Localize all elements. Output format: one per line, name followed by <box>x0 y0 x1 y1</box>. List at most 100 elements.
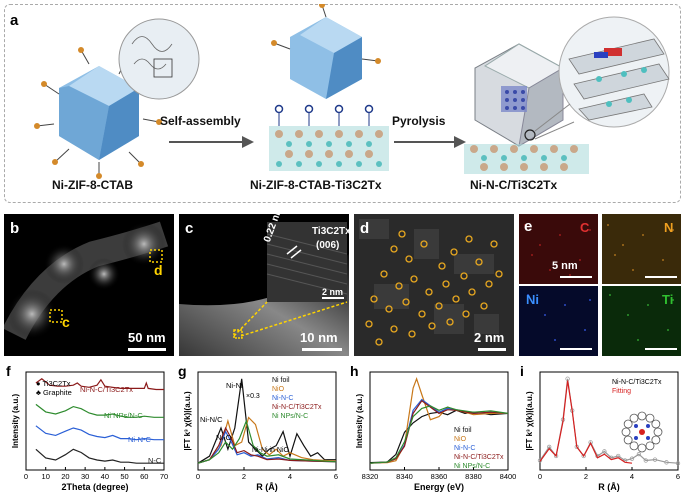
series-line <box>35 378 164 391</box>
ni-n-c-polyhedron <box>474 43 565 147</box>
series-line <box>369 405 509 464</box>
panel-e-map-ni <box>519 286 598 356</box>
label-ni-zif8-ctab-ti3c2tx: Ni-ZIF-8-CTAB-Ti3C2Tx <box>250 178 382 192</box>
x-tick-label: 8360 <box>431 472 448 481</box>
x-tick-label: 6 <box>334 472 338 481</box>
x-axis-label: R (Å) <box>256 482 278 492</box>
x-tick-label: 2 <box>242 472 246 481</box>
arrow-label-pyrolysis: Pyrolysis <box>392 114 446 128</box>
panel-f-label: f <box>6 363 11 379</box>
chart-f: f 0 10 20 30 40 50 60 70 2Theta (degree) Intensity… <box>6 363 168 492</box>
chart-h: h 8320 8340 8360 8380 8400 Energy (eV) Intensit… <box>350 363 516 492</box>
series-line <box>197 426 337 464</box>
series-label: Ni-N-C/Ti3C2Tx <box>80 385 133 394</box>
y-axis-label: |FT k³ χ(k)|(a.u.) <box>525 391 534 451</box>
legend-item: Ni-N-C <box>454 445 475 452</box>
series-line <box>35 448 164 464</box>
x-tick-label: 60 <box>140 472 148 481</box>
panel-a-frame <box>4 4 681 203</box>
panel-e-el-ni: Ni <box>526 292 539 307</box>
legend-item: ♣ Graphite <box>36 388 72 397</box>
legend-item: Ni foil <box>454 427 472 434</box>
x-tick-label: 4 <box>630 472 634 481</box>
panel-c-scale-text: 10 nm <box>300 330 338 345</box>
series-label: Ni-N-C <box>128 435 151 444</box>
panel-h-label: h <box>350 363 359 379</box>
series-line <box>197 378 336 464</box>
panel-e-scalebar-2 <box>645 276 677 278</box>
panel-e-scale-text: 5 nm <box>552 260 578 272</box>
panel-d-label: d <box>360 220 370 237</box>
legend-item: Ni-N-C <box>272 395 293 402</box>
panel-e-scalebar-3 <box>560 348 592 350</box>
panel-e-scalebar-1 <box>560 276 592 278</box>
x-tick-label: 20 <box>61 472 69 481</box>
panel-i-label: i <box>520 363 524 379</box>
y-axis-label: Intensity (a.u.) <box>355 394 364 449</box>
annotation: ×0.3 <box>246 393 260 400</box>
panel-a-schematic <box>34 4 670 179</box>
data-point <box>643 458 648 463</box>
x-tick-label: 0 <box>196 472 200 481</box>
panel-c-inset-scale-text: 2 nm <box>322 287 344 297</box>
panel-b-label: b <box>10 220 20 237</box>
x-tick-label: 8400 <box>500 472 516 481</box>
plot-frame <box>197 371 337 471</box>
x-tick-label: 0 <box>538 472 542 481</box>
x-tick-label: 10 <box>42 472 50 481</box>
legend-item: Ni foil <box>272 377 290 384</box>
panel-c-inset-scalebar <box>322 297 344 299</box>
legend-item: Ni-N-C/Ti3C2Tx <box>612 379 662 386</box>
series-line <box>539 378 679 464</box>
panel-c-inset-plane: (006) <box>316 240 340 251</box>
data-point <box>602 449 607 454</box>
x-tick-label: 40 <box>101 472 109 481</box>
annotation: Ni-Ni <box>226 381 243 390</box>
x-tick-label: 4 <box>288 472 292 481</box>
panel-c-inset-title: Ti3C2Tx <box>312 226 351 237</box>
legend-item: NiO <box>454 436 467 443</box>
panel-d-image <box>354 214 514 356</box>
panel-e-label: e <box>524 218 533 235</box>
legend-item: ● Ti3C2Tx <box>36 379 71 388</box>
panel-b-scale-text: 50 nm <box>128 330 166 345</box>
zif8-crystal-1 <box>34 47 162 179</box>
data-point <box>537 458 543 463</box>
panel-e-el-c: C <box>580 220 590 235</box>
series-line <box>35 403 164 418</box>
mxene-layer-3 <box>464 144 589 174</box>
series-line <box>369 399 509 464</box>
panel-e-map-n <box>602 214 681 284</box>
data-point <box>675 461 681 466</box>
legend-item: Ni-N-C/Ti3C2Tx <box>272 404 322 411</box>
data-point <box>664 460 669 465</box>
label-ni-n-c-ti3c2tx: Ni-N-C/Ti3C2Tx <box>470 178 558 192</box>
annotation: Ni-Ni in NiO <box>252 447 290 454</box>
legend-item: Ni NPs/N-C <box>454 463 490 470</box>
ni-n4-structure <box>621 411 663 453</box>
panel-e-speckle <box>524 224 674 341</box>
x-tick-label: 8320 <box>362 472 379 481</box>
data-point <box>636 452 642 457</box>
panel-b-marker-c: c <box>62 314 70 330</box>
x-tick-label: 50 <box>120 472 128 481</box>
data-point <box>652 457 658 462</box>
series-line <box>539 380 633 464</box>
x-tick-label: 70 <box>160 472 168 481</box>
panel-a-label: a <box>10 12 19 29</box>
panel-e-map-c <box>519 214 598 284</box>
x-tick-label: 6 <box>676 472 680 481</box>
panel-d-scalebar <box>478 348 506 351</box>
x-tick-label: 30 <box>81 472 89 481</box>
x-tick-label: 2 <box>584 472 588 481</box>
y-axis-label: Intensity (a.u.) <box>11 394 20 449</box>
x-axis-label: 2Theta (degree) <box>61 482 128 492</box>
series-label: Ni NPs/N-C <box>104 411 143 420</box>
annotation: Ni-N/C <box>200 415 223 424</box>
plot-frame <box>25 371 165 471</box>
zif8-crystal-2 <box>271 4 381 99</box>
legend-item: NiO <box>272 386 285 393</box>
data-point <box>581 453 586 459</box>
panel-b-marker-d: d <box>154 262 163 278</box>
panel-e-map-ti <box>602 286 681 356</box>
